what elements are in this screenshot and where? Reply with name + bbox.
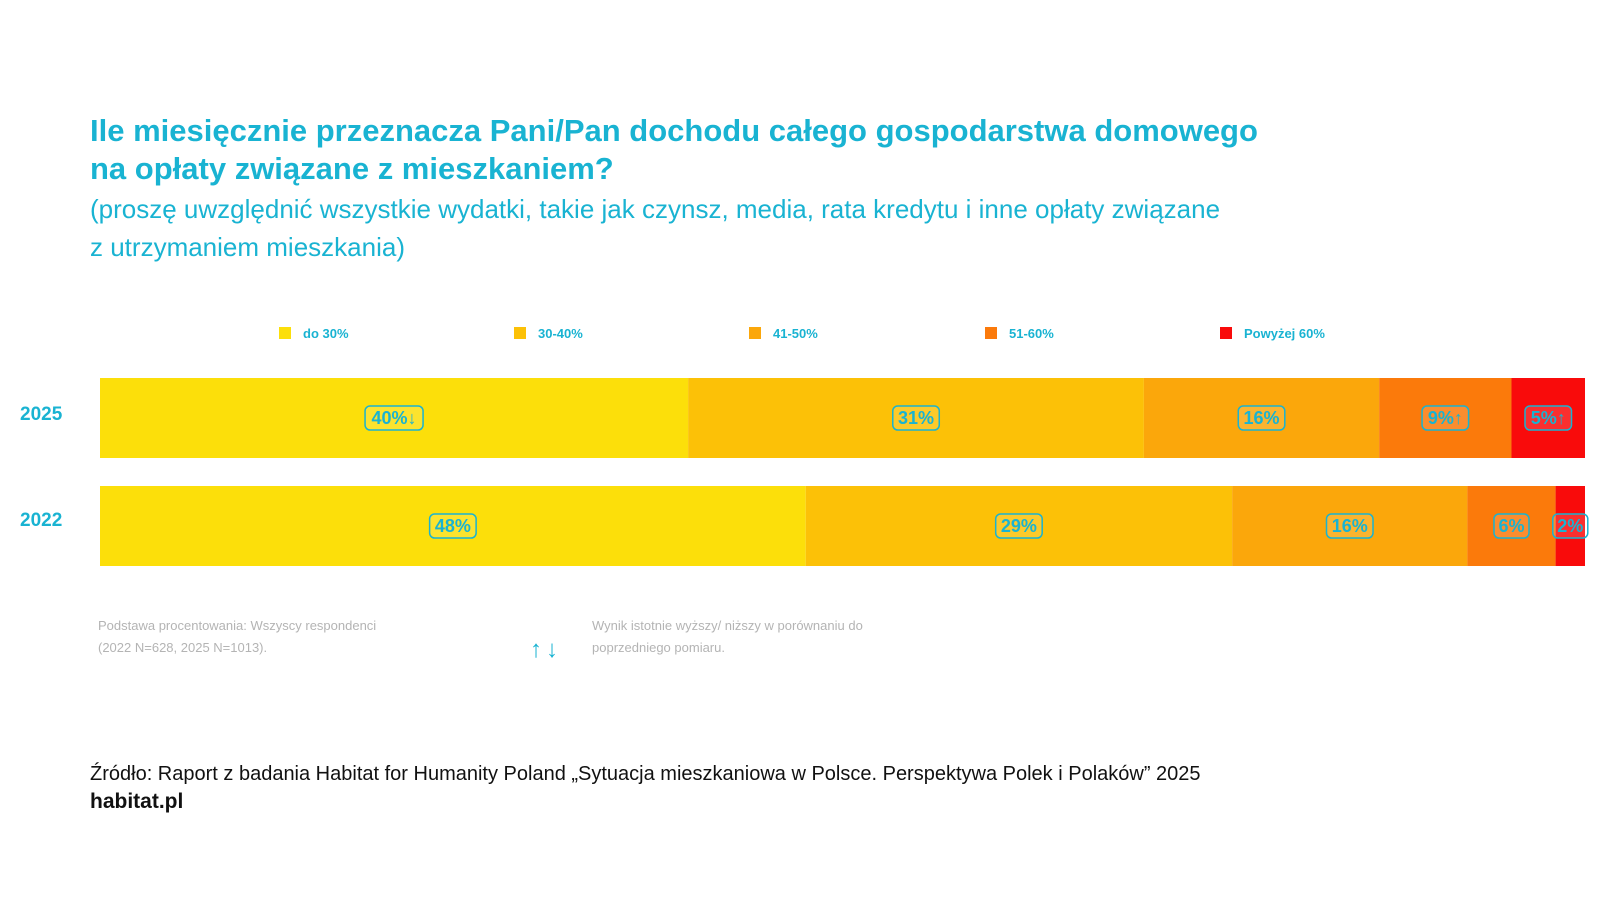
- bar-segment-2022-1: [100, 486, 806, 566]
- value-label-2022-3: 16%: [1332, 516, 1368, 536]
- significance-footnote-line-1: Wynik istotnie wyższy/ niższy w porównan…: [592, 618, 863, 633]
- value-label-box-2025-4: [1421, 405, 1470, 431]
- value-label-box-2025-1: [364, 405, 424, 431]
- value-label-2025-2: 31%: [898, 408, 934, 428]
- legend-swatch-30-40: [514, 327, 526, 339]
- chart-subtitle-line-2: z utrzymaniem mieszkania): [90, 232, 405, 262]
- bar-segment-2022-5: [1555, 486, 1585, 566]
- chart-title: Ile miesięcznie przeznacza Pani/Pan doch…: [90, 112, 1390, 188]
- value-label-2022-1: 48%: [435, 516, 471, 536]
- legend-swatch-powyzej-60: [1220, 327, 1232, 339]
- row-label-2025: 2025: [20, 404, 63, 425]
- chart-title-line-1: Ile miesięcznie przeznacza Pani/Pan doch…: [90, 113, 1258, 148]
- value-label-2025-1: 40%↓: [372, 408, 417, 428]
- legend-swatch-51-60: [985, 327, 997, 339]
- legend-swatch-do-30: [279, 327, 291, 339]
- bar-segment-2025-5: [1511, 378, 1585, 458]
- bar-segment-2022-3: [1232, 486, 1468, 566]
- value-label-box-2022-5: [1552, 513, 1589, 539]
- value-label-2022-4: 6%: [1498, 516, 1524, 536]
- value-label-2025-4: 9%↑: [1428, 408, 1463, 428]
- base-footnote-line-2: (2022 N=628, 2025 N=1013).: [98, 640, 268, 655]
- value-label-box-2025-3: [1237, 405, 1286, 431]
- significance-arrows-icon: ↑↓: [530, 636, 562, 663]
- value-label-box-2022-4: [1493, 513, 1530, 539]
- legend-item-41-50: 41-50%: [749, 322, 818, 344]
- chart-title-line-2: na opłaty związane z mieszkaniem?: [90, 151, 614, 186]
- bar-segment-2025-1: [100, 378, 689, 458]
- value-label-box-2022-2: [994, 513, 1043, 539]
- value-label-box-2025-2: [892, 405, 941, 431]
- bar-segment-2025-3: [1143, 378, 1380, 458]
- site-link[interactable]: habitat.pl: [90, 790, 184, 813]
- value-label-2022-2: 29%: [1001, 516, 1037, 536]
- legend-item-do-30: do 30%: [279, 322, 349, 344]
- value-label-box-2025-5: [1524, 405, 1573, 431]
- source-note: Źródło: Raport z badania Habitat for Hum…: [90, 763, 1201, 785]
- value-label-2022-5: 2%: [1557, 516, 1583, 536]
- value-label-box-2022-1: [428, 513, 477, 539]
- value-label-box-2022-3: [1325, 513, 1374, 539]
- chart-subtitle-line-1: (proszę uwzględnić wszystkie wydatki, ta…: [90, 194, 1221, 224]
- base-footnote: Podstawa procentowania: Wszyscy responde…: [98, 615, 376, 659]
- stacked-bar-chart: 40%↓ 31% 16% 9%↑ 5%↑ 48% 29% 16% 6% 2%: [100, 378, 1589, 566]
- significance-footnote: Wynik istotnie wyższy/ niższy w porównan…: [592, 615, 863, 659]
- legend-label-51-60: 51-60%: [1009, 325, 1054, 341]
- significance-footnote-line-2: poprzedniego pomiaru.: [592, 640, 725, 655]
- legend-label-powyzej-60: Powyżej 60%: [1244, 325, 1325, 341]
- bar-segment-2022-2: [805, 486, 1233, 566]
- bar-segment-2022-4: [1467, 486, 1556, 566]
- base-footnote-line-1: Podstawa procentowania: Wszyscy responde…: [98, 618, 377, 633]
- value-label-2025-3: 16%: [1244, 408, 1280, 428]
- legend-swatch-41-50: [749, 327, 761, 339]
- chart-subtitle: (proszę uwzględnić wszystkie wydatki, ta…: [90, 190, 1390, 266]
- value-label-2025-5: 5%↑: [1531, 408, 1566, 428]
- bar-segment-2025-2: [688, 378, 1144, 458]
- legend-label-41-50: 41-50%: [773, 325, 818, 341]
- bar-segment-2025-4: [1379, 378, 1512, 458]
- legend-label-30-40: 30-40%: [538, 325, 583, 341]
- row-label-2022: 2022: [20, 510, 63, 531]
- legend-item-30-40: 30-40%: [514, 322, 583, 344]
- legend-item-powyzej-60: Powyżej 60%: [1220, 322, 1325, 344]
- legend-item-51-60: 51-60%: [985, 322, 1054, 344]
- chart-legend: do 30% 30-40% 41-50% 51-60% Powyżej 60%: [0, 322, 1600, 344]
- legend-label-do-30: do 30%: [303, 325, 349, 341]
